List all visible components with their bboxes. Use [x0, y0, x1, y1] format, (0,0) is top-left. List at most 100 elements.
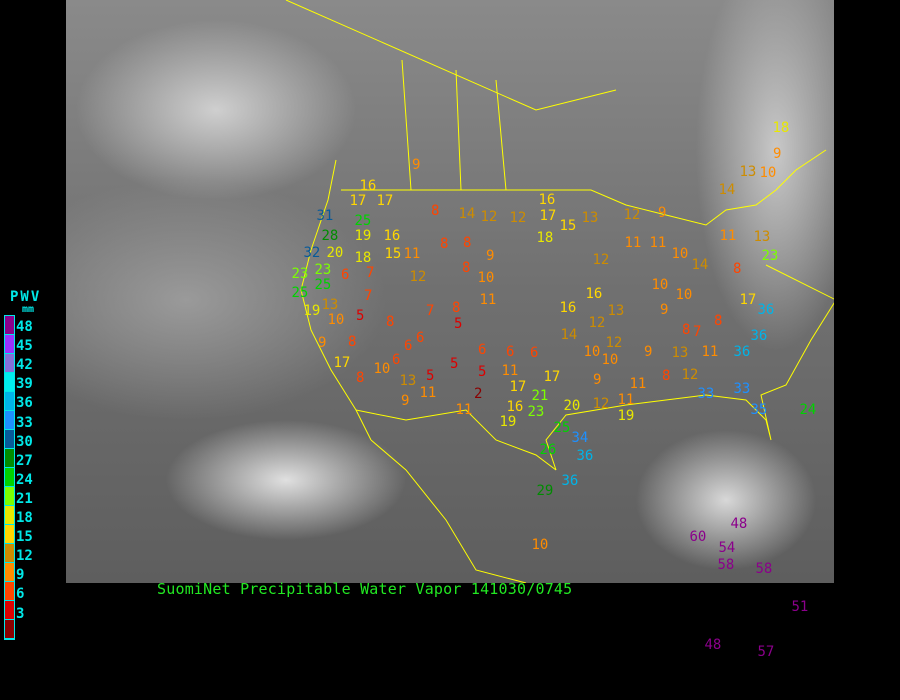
station-pwv-value: 19 — [354, 228, 372, 244]
station-pwv-value: 34 — [571, 430, 589, 446]
station-pwv-value: 6 — [416, 330, 425, 346]
legend-label: 33 — [16, 414, 33, 431]
legend-label: 30 — [16, 433, 33, 450]
station-pwv-value: 13 — [399, 373, 417, 389]
legend-swatch — [5, 563, 14, 582]
legend-label: 21 — [16, 490, 33, 507]
station-pwv-value: 5 — [426, 368, 435, 384]
station-pwv-value: 54 — [718, 540, 736, 556]
station-pwv-value: 33 — [733, 381, 751, 397]
station-pwv-value: 14 — [718, 182, 736, 198]
station-pwv-value: 7 — [366, 265, 375, 281]
station-pwv-value: 19 — [617, 408, 635, 424]
station-pwv-value: 8 — [682, 322, 691, 338]
station-pwv-value: 60 — [689, 529, 707, 545]
station-pwv-value: 57 — [757, 644, 775, 660]
station-pwv-value: 26 — [539, 442, 557, 458]
station-pwv-value: 19 — [303, 303, 321, 319]
station-pwv-value: 19 — [499, 414, 517, 430]
station-pwv-value: 9 — [644, 344, 653, 360]
station-pwv-value: 35 — [750, 402, 768, 418]
station-pwv-value: 12 — [409, 269, 427, 285]
station-pwv-value: 14 — [458, 206, 476, 222]
station-pwv-value: 11 — [455, 402, 473, 418]
station-pwv-value: 36 — [757, 302, 775, 318]
legend-swatch — [5, 354, 14, 373]
station-pwv-value: 16 — [506, 399, 524, 415]
station-pwv-value: 11 — [719, 228, 737, 244]
station-pwv-value: 23 — [761, 248, 779, 264]
station-pwv-value: 24 — [799, 402, 817, 418]
station-pwv-value: 15 — [384, 246, 402, 262]
station-pwv-value: 7 — [364, 288, 373, 304]
station-pwv-value: 23 — [314, 262, 332, 278]
station-pwv-value: 5 — [478, 364, 487, 380]
station-pwv-value: 13 — [753, 229, 771, 245]
station-pwv-value: 20 — [563, 398, 581, 414]
station-pwv-value: 13 — [671, 345, 689, 361]
station-pwv-value: 13 — [581, 210, 599, 226]
station-pwv-value: 6 — [341, 267, 350, 283]
station-pwv-value: 9 — [401, 393, 410, 409]
station-pwv-value: 17 — [509, 379, 527, 395]
station-pwv-value: 8 — [431, 203, 440, 219]
legend-label: 6 — [16, 586, 25, 603]
station-pwv-value: 29 — [536, 483, 554, 499]
station-pwv-value: 9 — [318, 335, 327, 351]
legend-label: 39 — [16, 376, 33, 393]
legend-swatch — [5, 392, 14, 411]
station-pwv-value: 11 — [629, 376, 647, 392]
station-pwv-value: 23 — [291, 266, 309, 282]
station-pwv-value: 8 — [440, 236, 449, 252]
station-pwv-value: 8 — [662, 368, 671, 384]
legend-swatch — [5, 582, 14, 601]
station-pwv-value: 13 — [321, 297, 339, 313]
legend-swatch — [5, 525, 14, 544]
legend-label: 24 — [16, 471, 33, 488]
station-pwv-value: 16 — [383, 228, 401, 244]
station-pwv-value: 2 — [474, 386, 483, 402]
station-pwv-value: 12 — [592, 396, 610, 412]
station-pwv-value: 8 — [714, 313, 723, 329]
station-pwv-value: 8 — [462, 260, 471, 276]
legend-title: PWV — [10, 289, 42, 305]
station-pwv-value: 58 — [717, 557, 735, 573]
political-borders — [285, 0, 834, 583]
station-pwv-value: 10 — [373, 361, 391, 377]
station-pwv-value: 7 — [693, 324, 702, 340]
legend-label: 18 — [16, 510, 33, 526]
station-pwv-value: 13 — [739, 164, 757, 180]
station-pwv-value: 7 — [426, 303, 435, 319]
station-pwv-value: 5 — [450, 356, 459, 372]
legend-swatch — [5, 468, 14, 487]
station-pwv-value: 16 — [538, 192, 556, 208]
legend-label: 48 — [16, 319, 33, 335]
station-pwv-value: 14 — [560, 327, 578, 343]
station-pwv-value: 20 — [326, 245, 344, 261]
west-coast — [300, 159, 372, 441]
station-pwv-value: 8 — [452, 300, 461, 316]
station-pwv-value: 9 — [773, 146, 782, 162]
station-pwv-value: 5 — [454, 316, 463, 332]
station-pwv-value: 16 — [559, 300, 577, 316]
station-pwv-value: 58 — [755, 561, 773, 577]
station-pwv-value: 33 — [697, 386, 715, 402]
legend-label: 42 — [16, 357, 33, 374]
station-pwv-value: 17 — [539, 208, 557, 224]
station-pwv-value: 6 — [478, 342, 487, 358]
station-pwv-value: 12 — [480, 209, 498, 225]
station-pwv-value: 25 — [291, 285, 309, 301]
station-pwv-value: 11 — [403, 246, 421, 262]
legend-label: 3 — [16, 605, 25, 622]
legend-swatch — [5, 373, 14, 392]
station-pwv-value: 18 — [536, 230, 554, 246]
legend-swatch — [5, 506, 14, 525]
station-pwv-value: 10 — [675, 287, 693, 303]
canada-provinces — [285, 0, 617, 191]
station-pwv-value: 10 — [601, 352, 619, 368]
station-pwv-value: 10 — [759, 165, 777, 181]
station-pwv-value: 6 — [392, 352, 401, 368]
station-pwv-value: 6 — [404, 338, 413, 354]
legend-swatch — [5, 544, 14, 563]
